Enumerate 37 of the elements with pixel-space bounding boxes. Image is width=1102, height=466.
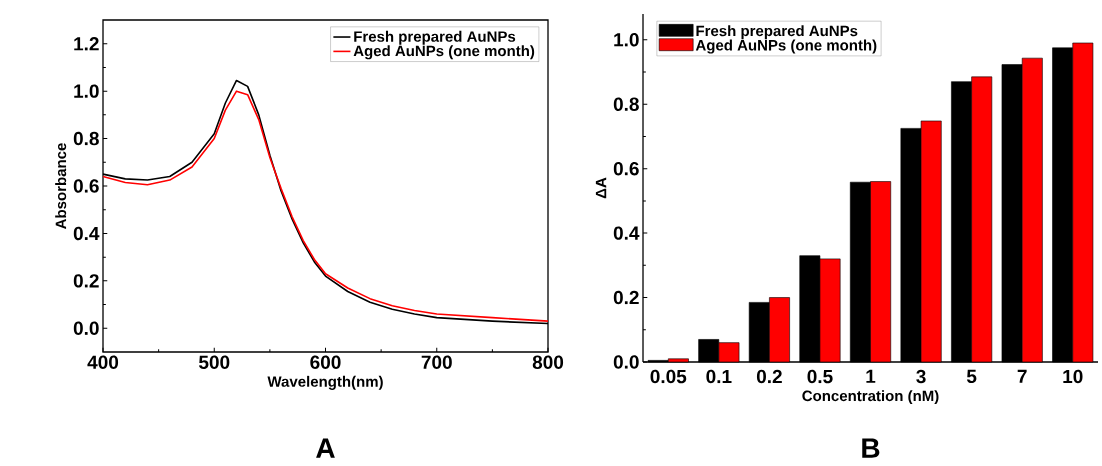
legend-label: Aged AuNPs (one month): [353, 45, 535, 60]
x-tick-label: 0.1: [706, 369, 732, 384]
x-tick-label: 0.05: [650, 369, 687, 384]
x-tick-label: 600: [310, 355, 341, 369]
x-tick-label: 500: [198, 355, 230, 369]
y-tick-label: 0.2: [73, 274, 99, 288]
y-tick-label: 1.0: [614, 33, 639, 47]
y-tick-label: 0.4: [613, 226, 640, 240]
y-tick-label: 0.8: [613, 97, 639, 111]
legend-label: Aged AuNPs (one month): [695, 39, 877, 54]
y-tick-label: 1.2: [74, 37, 99, 51]
y-axis-title: ΔA: [595, 177, 607, 199]
x-axis-title: Wavelength(nm): [267, 375, 383, 390]
x-tick-label: 0.5: [807, 369, 833, 384]
legend-label: Fresh prepared AuNPs: [696, 25, 858, 40]
x-tick-label: 0.2: [756, 369, 782, 384]
x-tick-label: 5: [966, 369, 977, 384]
y-tick-label: 0.6: [613, 161, 639, 176]
text: B: [862, 438, 880, 458]
y-tick-label: 0.0: [613, 355, 639, 369]
y-tick-label: 0.0: [73, 321, 99, 336]
x-tick-label: 7: [1017, 369, 1027, 383]
x-tick-label: 3: [916, 369, 926, 384]
x-tick-label: 10: [1063, 369, 1083, 384]
y-axis-title: Absorbance: [55, 143, 67, 229]
x-tick-label: 700: [421, 355, 452, 369]
x-tick-label: 400: [87, 355, 119, 369]
x-tick-label: 1: [866, 369, 876, 383]
y-tick-label: 0.6: [73, 179, 99, 193]
x-tick-label: 800: [532, 355, 564, 369]
y-tick-label: 0.2: [613, 290, 639, 305]
legend-label: Fresh prepared AuNPs: [354, 30, 516, 45]
y-tick-label: 1.0: [74, 84, 99, 98]
text: A: [316, 438, 335, 458]
y-tick-label: 0.8: [73, 131, 99, 146]
y-tick-label: 0.4: [73, 226, 100, 241]
x-axis-title: Concentration (nM): [802, 390, 939, 405]
